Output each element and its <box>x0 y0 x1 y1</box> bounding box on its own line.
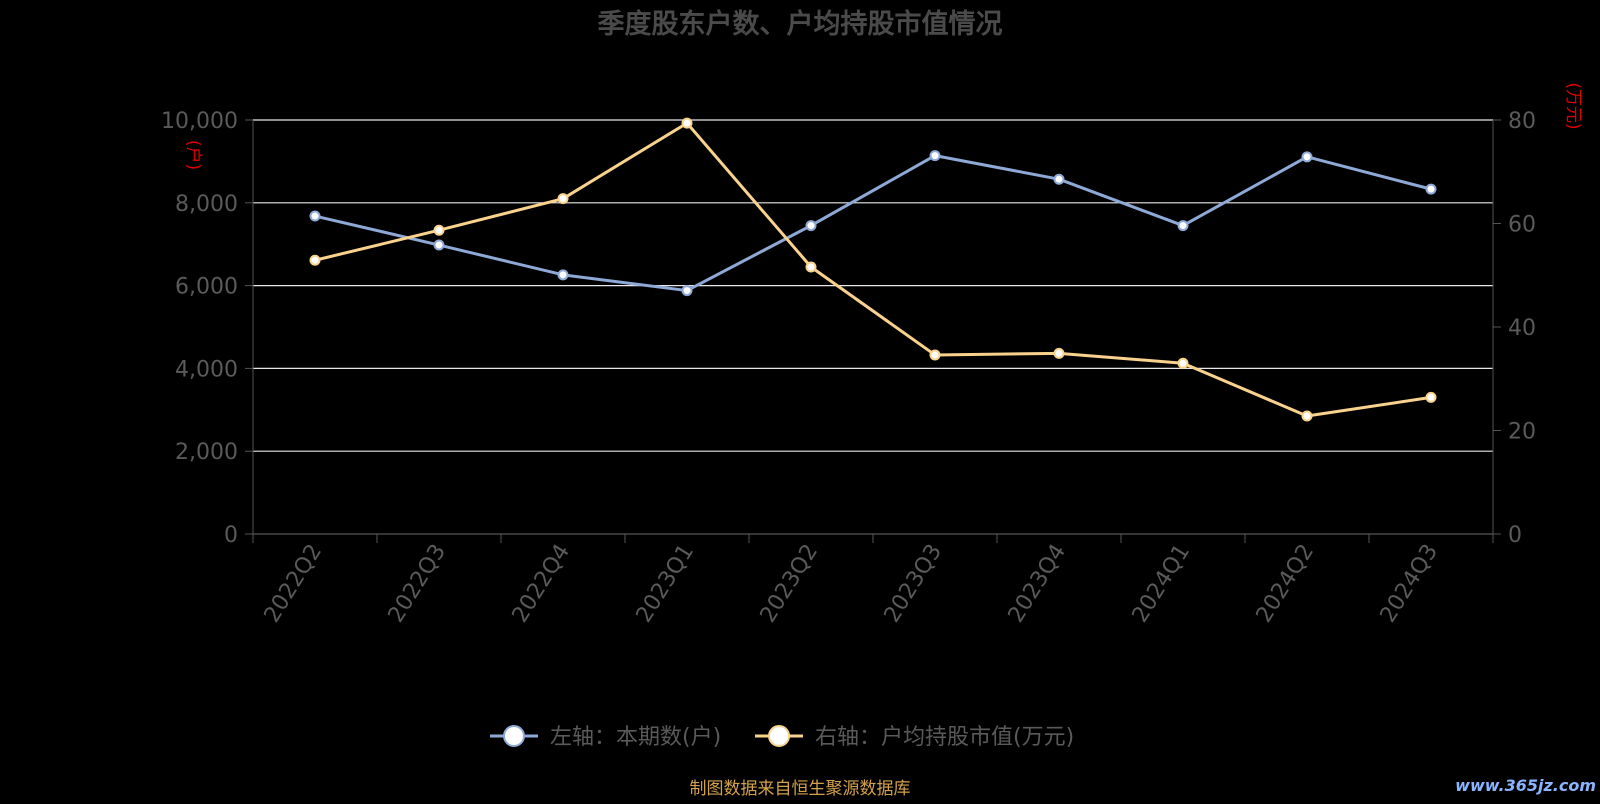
data-point-market-value <box>557 193 569 205</box>
x-tick-label: 2022Q2 <box>260 540 327 627</box>
data-point-households <box>1177 220 1189 232</box>
watermark: www.365jz.com <box>1455 776 1596 795</box>
left-tick-label: 4,000 <box>175 357 238 382</box>
chart-title: 季度股东户数、户均持股市值情况 <box>598 8 1003 40</box>
data-point-households <box>1301 151 1313 163</box>
x-tick-label: 2023Q2 <box>756 540 823 627</box>
left-axis-unit: (户) <box>183 140 203 170</box>
x-tick-label: 2023Q4 <box>1004 540 1071 627</box>
right-tick-label: 40 <box>1508 316 1536 341</box>
left-tick-label: 2,000 <box>175 440 238 465</box>
data-point-households <box>1425 183 1437 195</box>
grid-layer <box>253 119 1493 452</box>
data-point-households <box>557 269 569 281</box>
series-line-households <box>313 154 1433 293</box>
right-tick-label: 20 <box>1508 420 1536 445</box>
data-point-households <box>1053 173 1065 185</box>
data-point-market-value <box>1053 347 1065 359</box>
x-tick-label: 2024Q3 <box>1376 540 1443 627</box>
left-tick-label: 6,000 <box>175 275 238 300</box>
legend-item-market-value[interactable]: 右轴：户均持股市值(万元) <box>755 725 1074 750</box>
data-point-households <box>309 210 321 222</box>
footer-source: 制图数据来自恒生聚源数据库 <box>690 779 911 799</box>
legend[interactable]: 左轴：本期数(户) 右轴：户均持股市值(万元) <box>490 725 1074 750</box>
legend-item-households[interactable]: 左轴：本期数(户) <box>490 725 721 750</box>
data-point-households <box>681 285 693 297</box>
data-point-households <box>929 150 941 162</box>
data-point-market-value <box>309 254 321 266</box>
x-tick-label: 2022Q3 <box>384 540 451 627</box>
x-tick-label: 2023Q3 <box>880 540 947 627</box>
x-tick-label: 2022Q4 <box>508 540 575 627</box>
data-point-market-value <box>929 349 941 361</box>
left-tick-label: 10,000 <box>161 109 238 134</box>
right-tick-label: 80 <box>1508 109 1536 134</box>
data-point-households <box>433 239 445 251</box>
data-point-market-value <box>805 261 817 273</box>
data-point-market-value <box>681 117 693 129</box>
x-tick-label: 2024Q1 <box>1128 540 1195 627</box>
right-tick-label: 60 <box>1508 213 1536 238</box>
left-tick-label: 8,000 <box>175 192 238 217</box>
data-point-market-value <box>1301 410 1313 422</box>
data-point-market-value <box>1177 357 1189 369</box>
data-point-market-value <box>1425 391 1437 403</box>
data-point-market-value <box>433 224 445 236</box>
right-tick-label: 0 <box>1508 523 1522 548</box>
legend-marker-market-value <box>768 725 790 747</box>
x-tick-label: 2023Q1 <box>632 540 699 627</box>
series-line-market-value <box>313 121 1433 418</box>
data-point-households <box>805 220 817 232</box>
legend-label-households: 左轴：本期数(户) <box>550 725 721 750</box>
legend-label-market-value: 右轴：户均持股市值(万元) <box>815 725 1074 750</box>
legend-marker-households <box>503 725 525 747</box>
left-tick-label: 0 <box>224 523 238 548</box>
right-axis-unit: (万元) <box>1563 82 1583 129</box>
series-layer <box>309 117 1437 422</box>
x-tick-label: 2024Q2 <box>1252 540 1319 627</box>
